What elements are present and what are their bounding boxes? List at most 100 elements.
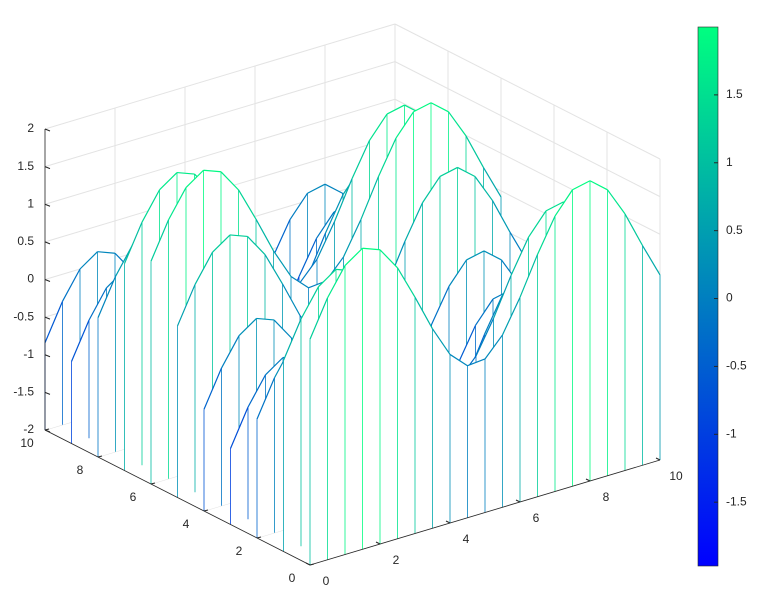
x-tick-label: 8	[603, 490, 610, 504]
row-segment	[220, 171, 239, 191]
colorbar-tick-label: -1	[726, 426, 737, 440]
row-segment	[298, 238, 318, 277]
y-tick	[309, 563, 315, 566]
row-segment	[271, 219, 291, 259]
z-tick-label: 2	[27, 121, 34, 135]
y-tick	[97, 455, 103, 458]
row-segment	[386, 104, 405, 115]
z-tick-label: 1.5	[17, 159, 34, 173]
y-tick	[256, 536, 262, 539]
row-segment	[88, 287, 108, 321]
x-tick-label: 2	[393, 553, 400, 567]
y-tick-label: 10	[20, 436, 34, 450]
row-segment	[229, 406, 249, 449]
z-tick	[44, 391, 51, 395]
row-segment	[474, 176, 493, 201]
z-tick-label: -1.5	[13, 385, 34, 399]
row-segment	[212, 234, 231, 253]
row-segment	[342, 219, 362, 258]
z-tick-label: 0	[27, 272, 34, 286]
grid-line	[394, 23, 661, 160]
grid-line	[44, 98, 396, 205]
row-segment	[324, 183, 343, 194]
row-segment	[510, 236, 530, 276]
row-segment	[176, 284, 196, 327]
row-segment	[316, 211, 335, 239]
row-segment	[185, 169, 204, 188]
row-segment	[97, 276, 117, 319]
row-segment	[448, 111, 467, 137]
row-segment	[395, 111, 414, 139]
y-tick	[203, 509, 209, 512]
colorbar-tick-label: 1.5	[726, 87, 743, 101]
x-tick	[585, 478, 591, 482]
y-tick-label: 0	[289, 571, 296, 585]
row-segment	[589, 180, 608, 191]
row-segment	[466, 250, 485, 261]
row-segment	[264, 254, 284, 285]
z-tick	[44, 128, 51, 132]
row-segment	[492, 275, 512, 319]
row-segment	[159, 172, 178, 191]
row-segment	[300, 286, 320, 320]
row-segment	[273, 250, 292, 277]
row-segment	[422, 176, 441, 204]
z-tick	[44, 354, 51, 358]
row-segment	[536, 215, 556, 255]
row-segment	[289, 192, 308, 220]
row-segment	[194, 251, 214, 285]
row-segment	[247, 374, 267, 408]
x-tick-label: 10	[669, 469, 683, 483]
z-tick	[44, 429, 51, 433]
row-segment	[641, 245, 661, 276]
row-segment	[449, 353, 468, 367]
x-tick	[655, 457, 661, 461]
row-segment	[273, 319, 292, 339]
axis-line	[44, 429, 311, 566]
row-segment	[324, 194, 344, 234]
row-segment	[439, 166, 458, 177]
row-segment	[379, 249, 398, 269]
row-segment	[316, 221, 336, 260]
row-segment	[79, 251, 98, 270]
x-tick	[305, 562, 311, 566]
grid-line	[44, 61, 396, 168]
row-segment	[318, 268, 337, 288]
row-segment	[290, 275, 309, 289]
x-tick	[445, 520, 451, 524]
row-segment	[256, 377, 276, 420]
row-segment	[377, 137, 397, 177]
colorbar-gradient	[697, 26, 719, 567]
row-segment	[203, 169, 222, 173]
colorbar: -1.5 -1 -0.5 0 0.5 1 1.5	[697, 26, 747, 567]
row-segment	[457, 166, 476, 178]
row-segment	[483, 250, 502, 261]
y-tick	[150, 482, 156, 485]
row-segment	[167, 187, 187, 221]
row-segment	[97, 251, 116, 254]
row-segment	[413, 102, 432, 113]
z-tick-label: 0.5	[17, 234, 34, 248]
grid-line	[394, 61, 661, 198]
x-tick-label: 4	[463, 532, 470, 546]
z-tick-label: 1	[27, 196, 34, 210]
row-segment	[309, 297, 329, 340]
row-segment	[369, 113, 388, 141]
row-segment	[528, 210, 547, 238]
row-segment	[501, 297, 521, 336]
z-tick	[44, 279, 51, 282]
row-segment	[220, 335, 240, 369]
axis-line	[309, 459, 661, 566]
row-segment	[554, 189, 573, 217]
row-segment	[326, 265, 346, 299]
row-segment	[247, 236, 266, 255]
colorbar-tick-label: 1	[726, 155, 733, 169]
z-tick	[44, 203, 51, 207]
row-segment	[491, 200, 511, 233]
y-tick-label: 8	[77, 463, 84, 477]
colorbar-tick-label: 0.5	[726, 223, 743, 237]
row-segment	[607, 189, 626, 215]
row-segment	[457, 325, 477, 364]
